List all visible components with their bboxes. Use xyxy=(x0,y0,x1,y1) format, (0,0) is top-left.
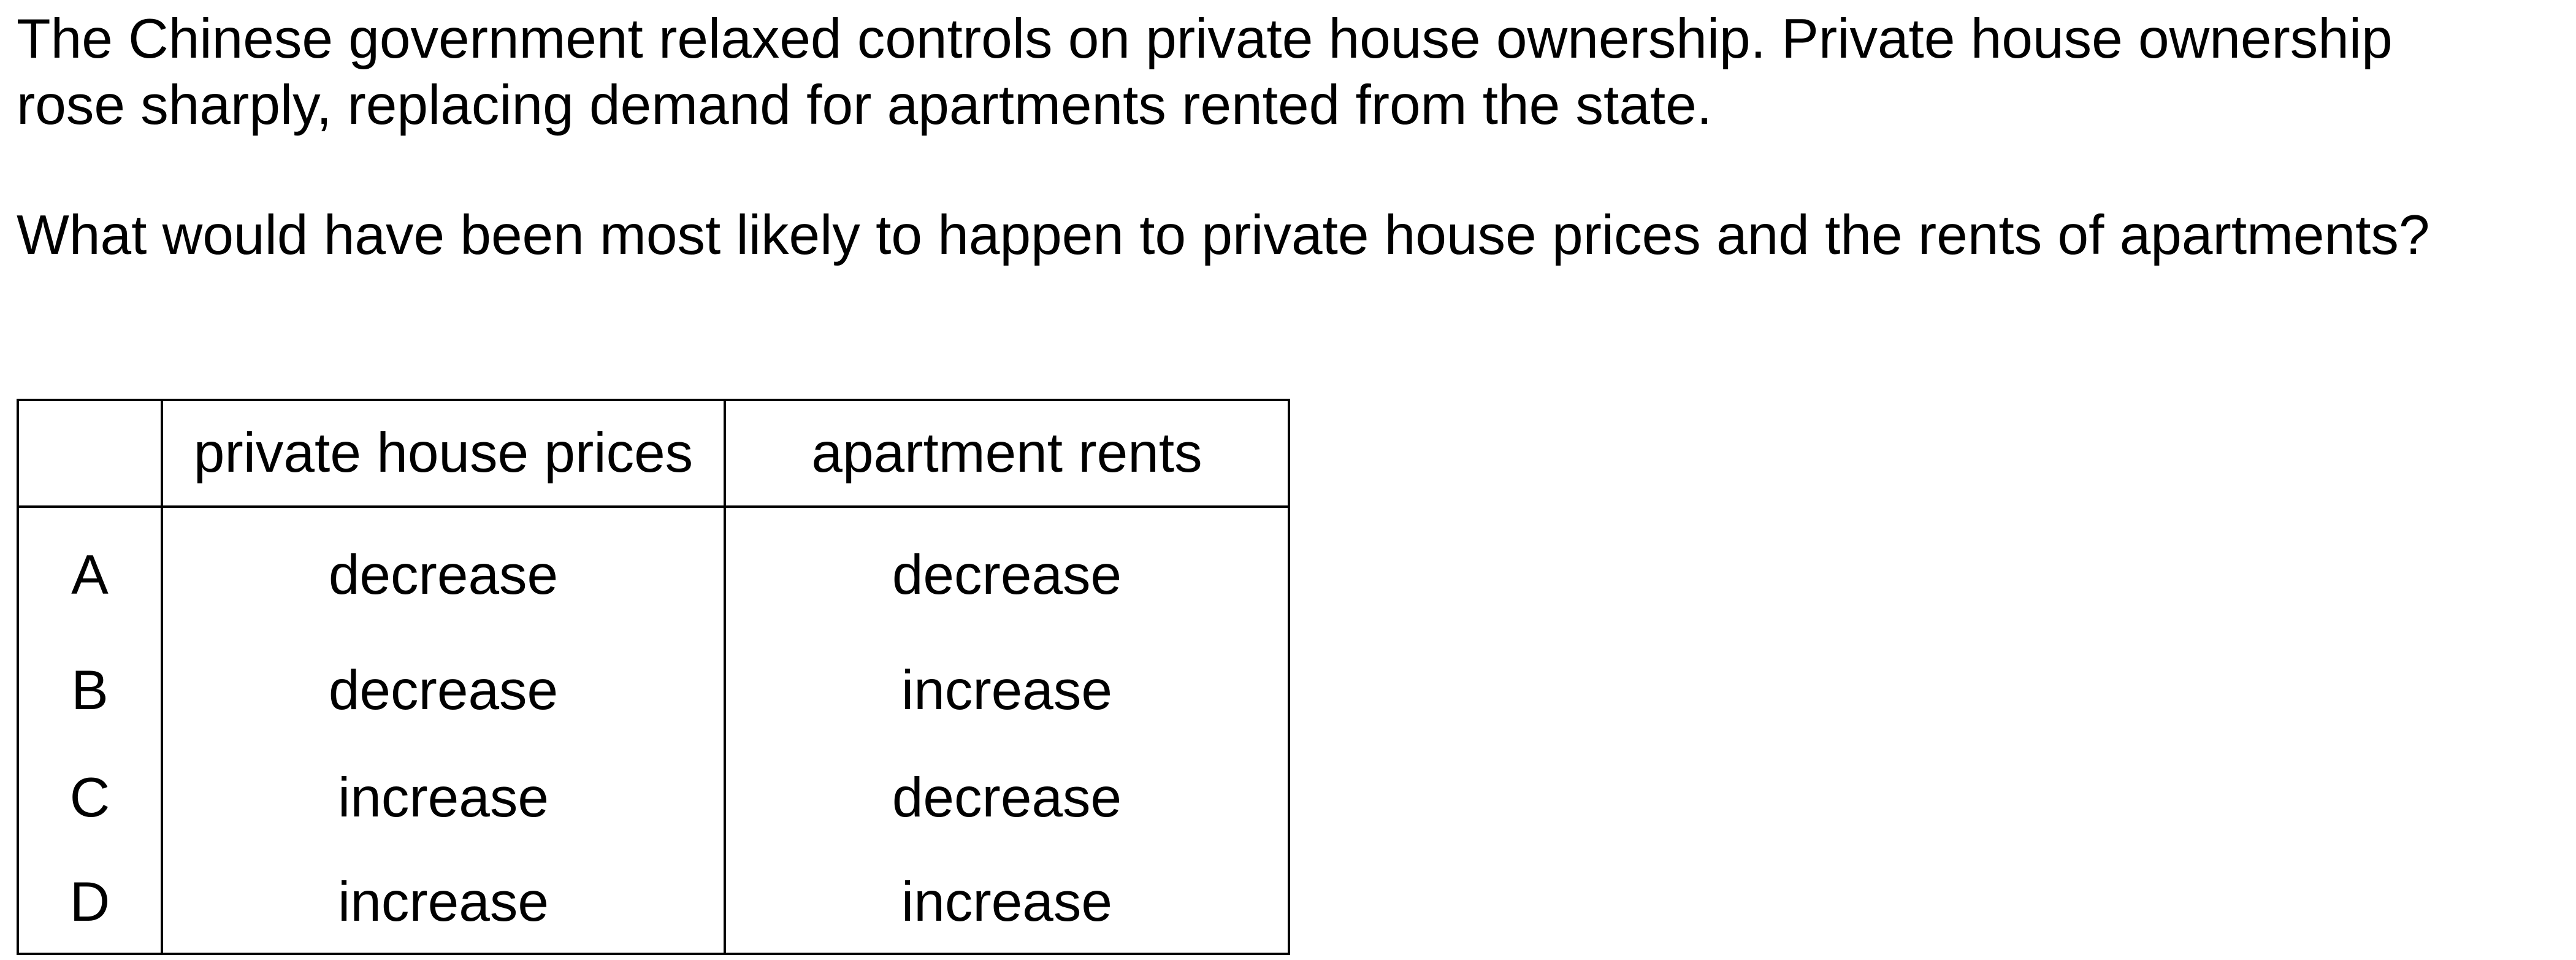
table-row: D increase increase xyxy=(17,851,1290,955)
answer-options-table: private house prices apartment rents A d… xyxy=(17,399,1290,955)
table-row: C increase decrease xyxy=(17,744,1290,851)
option-letter: B xyxy=(17,637,163,744)
intro-text: The Chinese government relaxed controls … xyxy=(17,8,2393,136)
house-price-cell: increase xyxy=(161,851,726,955)
apartment-rent-cell: increase xyxy=(724,851,1290,955)
table-header-row: private house prices apartment rents xyxy=(17,399,1290,508)
option-letter: A xyxy=(17,507,163,637)
house-price-cell: decrease xyxy=(161,637,726,744)
header-blank-cell xyxy=(17,399,163,508)
apartment-rent-cell: decrease xyxy=(724,507,1290,637)
question-intro: The Chinese government relaxed controls … xyxy=(17,6,2469,139)
header-apartment-rents: apartment rents xyxy=(724,399,1290,508)
table-row: B decrease increase xyxy=(17,637,1290,744)
question-stem: What would have been most likely to happ… xyxy=(17,204,2430,266)
house-price-cell: increase xyxy=(161,744,726,851)
header-private-house-prices: private house prices xyxy=(161,399,726,508)
table-row: A decrease decrease xyxy=(17,507,1290,637)
option-letter: D xyxy=(17,851,163,955)
apartment-rent-cell: decrease xyxy=(724,744,1290,851)
apartment-rent-cell: increase xyxy=(724,637,1290,744)
house-price-cell: decrease xyxy=(161,507,726,637)
option-letter: C xyxy=(17,744,163,851)
